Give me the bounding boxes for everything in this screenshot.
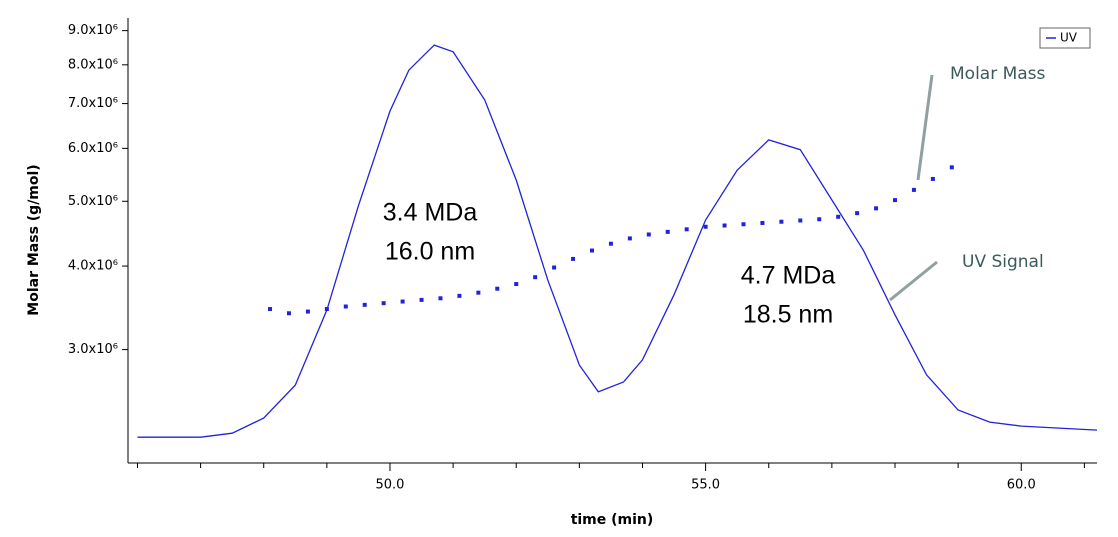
data-point [589,248,594,253]
data-point [457,293,462,298]
annotation: Molar Mass [950,64,1046,84]
data-point [874,206,879,211]
data-point [268,307,273,312]
annotation: 18.5 nm [743,301,833,329]
annotation: 3.4 MDa [383,199,478,227]
data-point [381,301,386,306]
data-line [137,44,1098,438]
data-point [722,223,727,228]
data-point [400,299,405,304]
annotation: UV Signal [962,252,1044,272]
legend [1039,27,1091,49]
data-point [760,220,765,225]
data-point [798,218,803,223]
data-point [930,176,935,181]
y-tick-label: 5.0x10⁶ [68,194,118,209]
legend-label: UV [1060,31,1078,45]
data-point [305,309,310,314]
data-point [419,297,424,302]
data-point [646,232,651,237]
data-point [533,275,538,280]
data-point [949,165,954,170]
data-point [703,224,708,229]
y-axis-title: Molar Mass (g/mol) [26,164,42,315]
data-point [911,187,916,192]
data-point [438,296,443,301]
data-point [684,227,689,232]
data-point [362,302,367,307]
y-tick-label: 8.0x10⁶ [68,57,118,72]
data-point [817,217,822,222]
data-point [514,282,519,287]
data-point [627,236,632,241]
y-tick-label: 6.0x10⁶ [68,141,118,156]
data-point [779,219,784,224]
data-point [343,304,348,309]
y-tick-label: 4.0x10⁶ [68,259,118,274]
data-point [324,307,329,312]
data-point [665,229,670,234]
data-point [476,290,481,295]
annotation: 4.7 MDa [741,262,836,290]
annotation: 16.0 nm [385,238,475,266]
x-tick-label: 60.0 [1007,478,1036,493]
y-tick-label: 9.0x10⁶ [68,23,118,38]
data-point [836,214,841,219]
data-point [855,211,860,216]
data-point [495,286,500,291]
callout-line [916,74,934,181]
data-point [571,256,576,261]
x-tick-label: 55.0 [691,478,720,493]
x-tick-label: 50.0 [376,478,405,493]
y-tick-label: 7.0x10⁶ [68,96,118,111]
data-point [552,265,557,270]
data-point [741,222,746,227]
data-point [286,311,291,316]
data-point [608,241,613,246]
x-axis-title: time (min) [571,512,654,528]
callout-line [889,260,938,302]
y-tick-label: 3.0x10⁶ [68,342,118,357]
data-point [892,198,897,203]
